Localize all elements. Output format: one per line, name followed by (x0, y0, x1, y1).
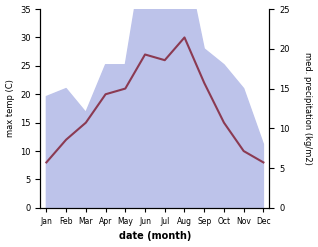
X-axis label: date (month): date (month) (119, 231, 191, 242)
Y-axis label: max temp (C): max temp (C) (5, 80, 15, 137)
Y-axis label: med. precipitation (kg/m2): med. precipitation (kg/m2) (303, 52, 313, 165)
